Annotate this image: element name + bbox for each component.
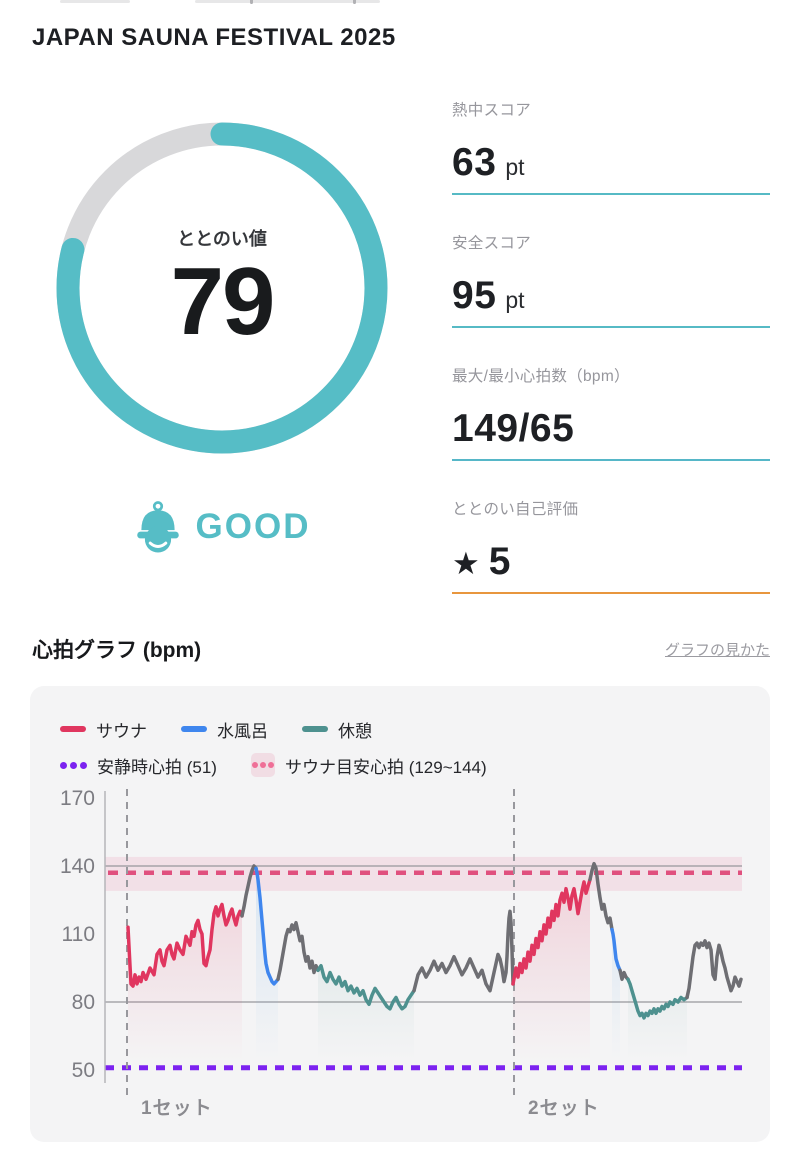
y-tick-170: 170	[60, 787, 95, 810]
stat-value: 149/65	[452, 407, 575, 450]
legend-target-hr: サウナ目安心拍 (129~144)	[250, 753, 487, 778]
gauge-ring	[56, 122, 388, 454]
stats-column: 熱中スコア 63 pt 安全スコア 95 pt 最大/最小心拍数（bpm） 149/…	[452, 98, 770, 630]
rating-text: GOOD	[195, 507, 311, 546]
resting-hr-dots-swatch	[60, 761, 87, 769]
legend-coldbath: 水風呂	[181, 717, 268, 742]
legend-label: 休憩	[338, 721, 372, 741]
star-icon: ★	[452, 546, 480, 581]
sauna-area-fill	[128, 904, 242, 1061]
gauge-value: 79	[170, 248, 276, 356]
clipped-content-fragment	[0, 0, 800, 6]
legend-sauna: サウナ	[60, 717, 147, 742]
sauna-area-fill	[513, 879, 590, 1061]
rest-line	[316, 963, 416, 1011]
sauna-line-swatch	[60, 726, 86, 732]
legend-label: サウナ	[96, 721, 147, 741]
legend-resting-hr: 安静時心拍 (51)	[60, 753, 217, 778]
set-label-2: 2セット	[528, 1098, 600, 1119]
rest-area-fill	[628, 979, 687, 1061]
legend-label: 安静時心拍 (51)	[97, 757, 217, 777]
chart-section-title: 心拍グラフ (bpm)	[32, 639, 202, 662]
cold-line	[610, 927, 622, 973]
legend-label: 水風呂	[217, 721, 268, 741]
sauna-line	[126, 902, 244, 988]
rest-line	[626, 977, 689, 1020]
chart-legend: サウナ 水風呂 休憩 安静時心拍 (51) サウナ目安心拍 (129~144)	[30, 686, 770, 780]
stat-value: 63	[452, 141, 497, 184]
legend-label: サウナ目安心拍 (129~144)	[284, 757, 487, 777]
y-tick-140: 140	[60, 855, 95, 878]
y-tick-110: 110	[62, 923, 95, 946]
transition-line	[240, 864, 258, 918]
target-hr-dots-swatch	[250, 753, 275, 777]
stat-heat-score: 熱中スコア 63 pt	[452, 98, 770, 195]
stat-unit: pt	[505, 287, 525, 313]
sauna-hat-face-icon	[136, 501, 179, 553]
legend-rest: 休憩	[302, 717, 372, 742]
transition-line	[276, 920, 320, 982]
cold-area-fill	[612, 929, 620, 1061]
y-tick-50: 50	[72, 1059, 95, 1082]
rating-row: GOOD	[50, 500, 394, 554]
sauna-line	[511, 877, 592, 986]
chart-help-link[interactable]: グラフの見かた	[664, 641, 770, 659]
stat-value: 5	[488, 540, 511, 583]
stat-value: 95	[452, 274, 497, 317]
stat-label: 安全スコア	[452, 235, 532, 252]
stat-label: 最大/最小心拍数（bpm）	[452, 368, 630, 385]
gauge-label: ととのい値	[177, 229, 267, 250]
stat-label: 熱中スコア	[452, 102, 532, 119]
transition-line	[412, 909, 515, 993]
transition-line	[618, 968, 630, 982]
stat-unit: pt	[505, 154, 525, 180]
set-label-1: 1セット	[141, 1098, 213, 1119]
transition-line	[588, 861, 614, 932]
coldbath-line-swatch	[181, 726, 207, 732]
heart-rate-chart-card: サウナ 水風呂 休憩 安静時心拍 (51) サウナ目安心拍 (129~144) …	[30, 686, 770, 1142]
totonoi-gauge: ととのい値 79	[50, 116, 394, 460]
stat-self-rating: ととのい自己評価 ★ 5	[452, 497, 770, 594]
page-title: JAPAN SAUNA FESTIVAL 2025	[32, 24, 396, 51]
y-tick-80: 80	[72, 991, 95, 1014]
transition-line	[685, 939, 743, 1000]
rest-line-swatch	[302, 726, 328, 732]
heart-rate-chart: 1セット 2セット 170 140 110 80 50	[60, 787, 743, 1119]
stat-safety-score: 安全スコア 95 pt	[452, 231, 770, 328]
stat-label: ととのい自己評価	[452, 501, 579, 518]
cold-line	[254, 866, 280, 986]
stat-max-min-hr: 最大/最小心拍数（bpm） 149/65	[452, 364, 770, 461]
rest-area-fill	[318, 965, 414, 1061]
